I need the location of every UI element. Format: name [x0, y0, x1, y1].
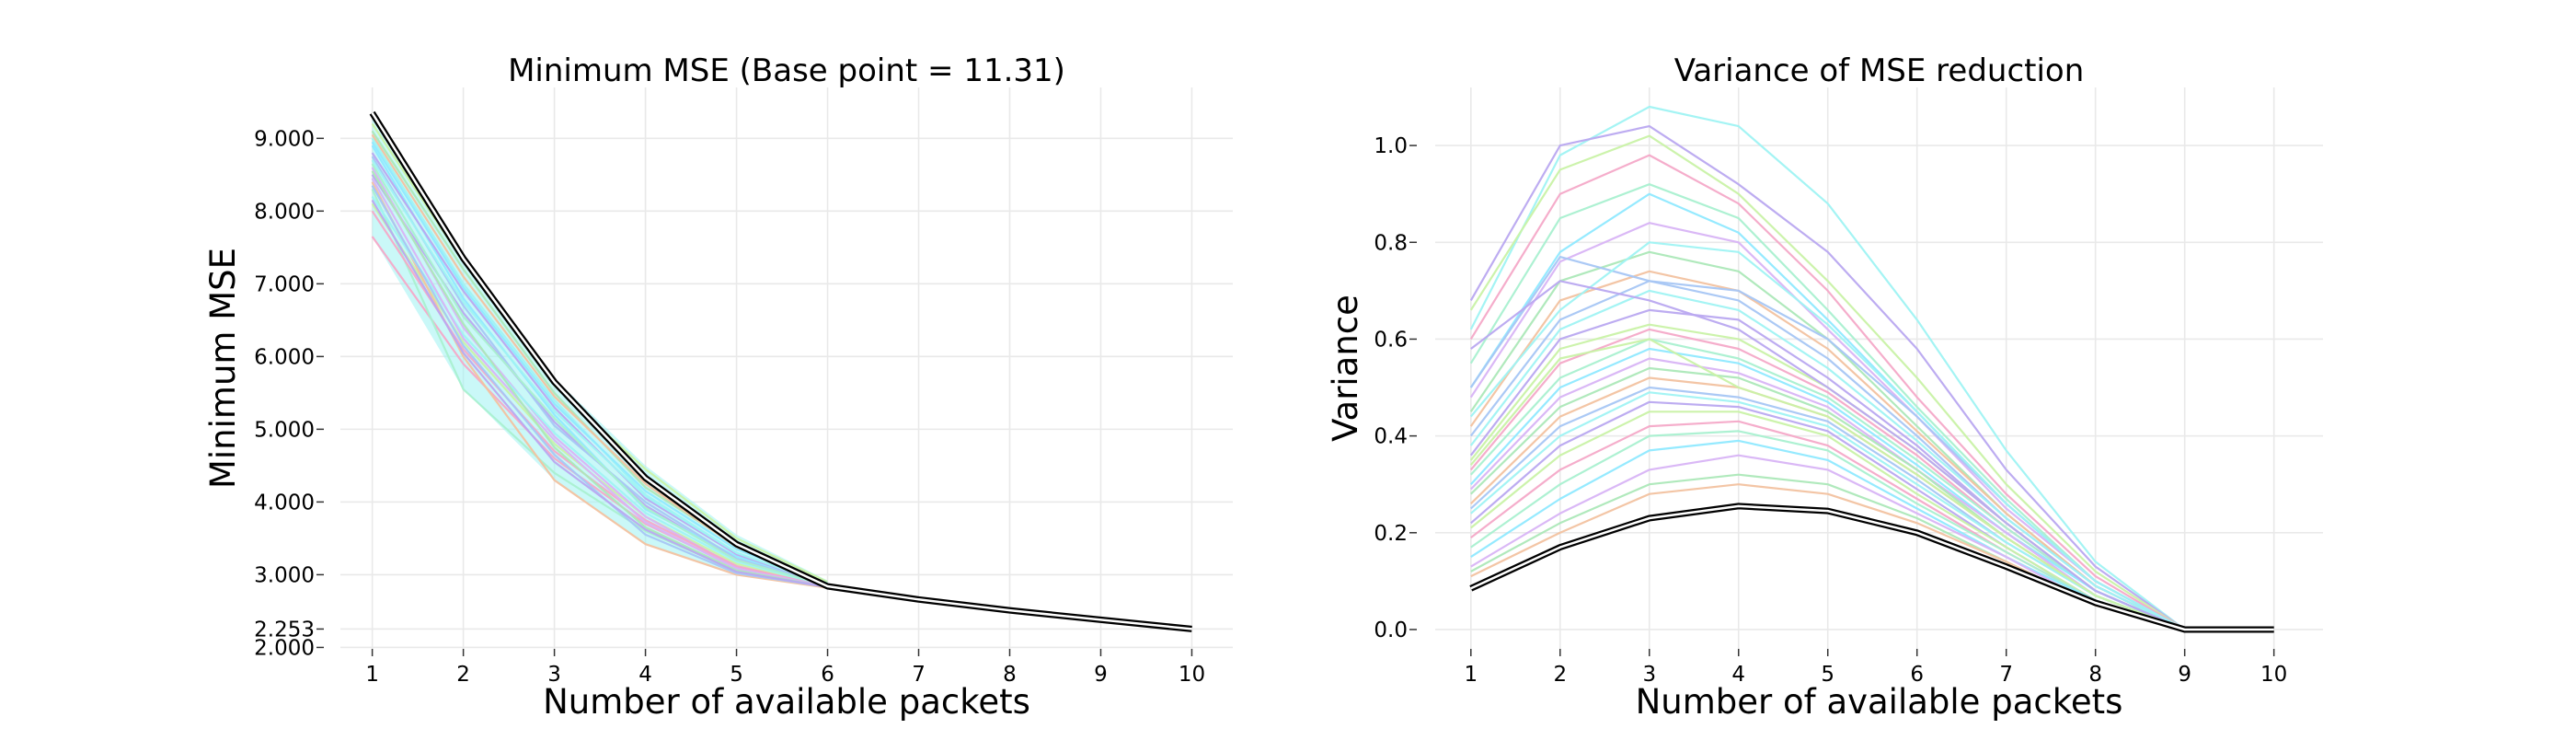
chart0-xtick-label-2: 3 — [547, 663, 561, 687]
chart0-series-group — [371, 116, 828, 589]
chart0-ytick-label-7: 8.000 — [254, 200, 315, 224]
chart1-xtick-label-2: 3 — [1642, 663, 1656, 687]
chart1-xtick-label-4: 5 — [1821, 663, 1834, 687]
chart0-title: Minimum MSE (Base point = 11.31) — [508, 52, 1065, 89]
chart1-series-20 — [1470, 391, 2186, 631]
chart0-xtick-label-1: 2 — [456, 663, 470, 687]
chart1-series-10 — [1469, 289, 2186, 630]
chart1-grid — [1435, 87, 2323, 649]
chart0-ytick-label-5: 6.000 — [254, 345, 315, 369]
chart1-series-1 — [1469, 125, 2186, 630]
chart1-ytick-label-3: 0.6 — [1374, 328, 1408, 352]
chart0-ytick-label-2: 3.000 — [254, 563, 315, 587]
chart0-xtick-label-3: 4 — [638, 663, 652, 687]
chart1-ytick-label-4: 0.8 — [1374, 231, 1408, 255]
chart0-xtick-label-9: 10 — [1179, 663, 1205, 687]
panel-variance: 0.0 0.2 0.4 0.6 0.8 1.0 1 2 3 4 5 6 7 8 9 10 Variance of… — [1326, 52, 2323, 722]
chart1-series-4 — [1469, 183, 2186, 630]
chart1-xtick-label-5: 6 — [1910, 663, 1924, 687]
chart0-series-16 — [371, 178, 828, 588]
chart1-xtick-label-9: 10 — [2260, 663, 2287, 687]
chart0-series-band — [372, 116, 828, 588]
chart1-series-32 — [1469, 338, 2186, 631]
chart1-ytick-label-2: 0.4 — [1374, 425, 1408, 449]
chart0-xtick-label-7: 8 — [1003, 663, 1017, 687]
chart0-series-15 — [371, 141, 828, 584]
chart1-series-25 — [1470, 439, 2186, 631]
chart1-series-2 — [1469, 134, 2186, 630]
chart1-ytick-label-5: 1.0 — [1374, 134, 1408, 158]
chart1-series-6 — [1469, 222, 2186, 630]
chart0-xlabel: Number of available packets — [543, 682, 1030, 722]
chart0-ytick-label-3: 4.000 — [254, 491, 315, 515]
chart1-series-15 — [1469, 347, 2186, 631]
chart0-xtick-label-6: 7 — [912, 663, 926, 687]
chart1-xtick-label-1: 2 — [1553, 663, 1567, 687]
chart1-series-24 — [1470, 430, 2186, 631]
chart0-series-17 — [371, 170, 828, 588]
chart0-ylabel: Minimum MSE — [203, 248, 243, 489]
chart1-series-31 — [1470, 280, 2186, 631]
chart1-series-22 — [1470, 410, 2186, 631]
chart1-ytick-label-1: 0.2 — [1374, 522, 1408, 546]
chart0-ytick-label-8: 9.000 — [254, 127, 315, 151]
chart1-ylabel: Variance — [1326, 295, 1365, 442]
chart1-xtick-label-8: 9 — [2178, 663, 2191, 687]
chart1-series-8 — [1469, 270, 2186, 630]
chart0-series-18 — [371, 133, 828, 585]
chart1-series-16 — [1470, 357, 2186, 631]
chart1-xtick-label-3: 4 — [1731, 663, 1745, 687]
chart0-series-21 — [371, 199, 828, 588]
chart1-title: Variance of MSE reduction — [1674, 52, 2085, 89]
chart1-highlight-line — [1470, 504, 2274, 631]
chart0-ytick-label-0: 2.000 — [254, 636, 315, 660]
chart0-xtick-label-4: 5 — [730, 663, 743, 687]
chart0-highlight-line — [371, 112, 1192, 630]
chart1-xtick-label-7: 8 — [2088, 663, 2102, 687]
chart0-series-0 — [371, 137, 828, 586]
chart1-xtick-label-0: 1 — [1464, 663, 1478, 687]
chart0-xtick-label-5: 6 — [821, 663, 834, 687]
chart0-series-20 — [371, 159, 828, 586]
chart1-xlabel: Number of available packets — [1636, 682, 2123, 722]
chart0-ytick-label-6: 7.000 — [254, 272, 315, 296]
chart0-series-14 — [371, 163, 828, 587]
chart1-series-14 — [1469, 338, 2186, 631]
chart0-xtick-label-8: 9 — [1094, 663, 1108, 687]
chart0-ytick-label-4: 5.000 — [254, 418, 315, 442]
chart0-ytick-label-1: 2.253 — [254, 618, 315, 642]
chart0-series-6 — [371, 167, 828, 588]
chart1-series-3 — [1469, 154, 2186, 630]
chart0-xtick-label-0: 1 — [365, 663, 379, 687]
chart1-ytick-label-0: 0.0 — [1374, 619, 1408, 642]
chart0-series-7 — [371, 130, 828, 585]
chart1-xtick-label-6: 7 — [1999, 663, 2013, 687]
